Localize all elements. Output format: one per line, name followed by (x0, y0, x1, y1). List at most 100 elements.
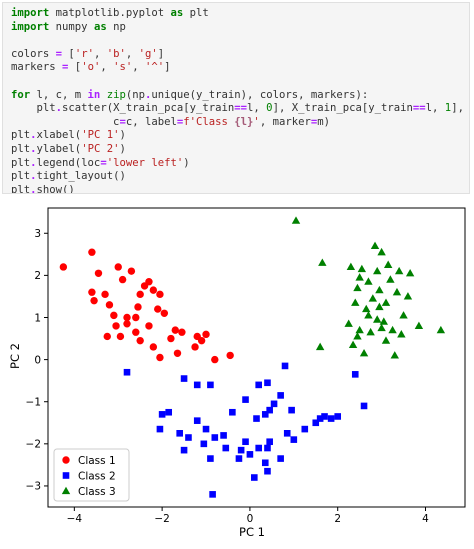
code-token: = (176, 115, 184, 128)
legend: Class 1 Class 2 Class 3 (53, 448, 130, 502)
code-token: in (87, 88, 101, 101)
legend-label: Class 3 (78, 486, 116, 498)
data-point (158, 411, 166, 418)
code-line (11, 75, 461, 89)
data-point (110, 311, 118, 320)
data-point (165, 408, 173, 416)
data-point (283, 430, 291, 437)
data-point (209, 491, 216, 498)
code-token: np (106, 20, 126, 33)
series-class-3 (291, 216, 446, 359)
data-point (291, 216, 301, 224)
data-point (373, 315, 382, 323)
data-point (127, 267, 136, 275)
code-token: ' (253, 115, 260, 128)
legend-marker (62, 456, 70, 464)
data-point (264, 379, 271, 387)
data-point (211, 434, 219, 441)
legend-box (53, 448, 130, 502)
data-point (373, 266, 382, 275)
data-point (264, 444, 271, 452)
y-axis-label: PC 2 (8, 343, 22, 369)
data-point (364, 277, 373, 285)
data-point (180, 375, 188, 382)
code-token: for (11, 88, 31, 101)
data-point (242, 396, 249, 403)
y-tick-label: 1 (34, 312, 41, 324)
code-cell[interactable]: import matplotlib.pyplot as plt import nu… (2, 2, 470, 194)
data-point (149, 286, 158, 294)
code-token: 'r' (74, 47, 94, 60)
data-point (270, 400, 278, 408)
x-tick-label: 2 (334, 513, 341, 525)
code-token: show() (36, 183, 75, 194)
data-point (277, 455, 284, 462)
data-point (399, 311, 408, 319)
data-point (353, 283, 362, 292)
code-token: 'o' (81, 61, 101, 74)
data-point (149, 343, 158, 351)
code-line: plt.ylabel('PC 2') (11, 143, 461, 157)
data-point (281, 362, 289, 370)
data-point (101, 290, 109, 299)
data-point (176, 430, 183, 437)
code-line: c=c, label=f'Class {l}', marker=m) (11, 116, 461, 130)
y-tick-label: −1 (26, 397, 41, 409)
data-point (364, 311, 373, 319)
data-point (351, 371, 359, 378)
code-token: [ (62, 47, 75, 60)
data-point (220, 432, 227, 439)
code-token: 'b' (106, 47, 126, 60)
code-token: . (55, 102, 63, 115)
code-editor[interactable]: import matplotlib.pyplot as plt import nu… (11, 7, 464, 194)
code-token: m) (317, 115, 330, 128)
legend-marker (61, 486, 71, 495)
plot-frame (47, 207, 466, 508)
data-point (359, 348, 369, 357)
code-token: 'lower left' (106, 156, 184, 169)
data-point (171, 326, 179, 334)
data-point (353, 332, 362, 340)
code-token: ylabel( (36, 142, 82, 155)
data-point (185, 434, 192, 441)
code-token: import (11, 7, 50, 19)
data-point (344, 319, 353, 327)
data-point (90, 296, 98, 305)
code-token: f'Class (183, 115, 235, 128)
code-token: l, c, m (30, 88, 88, 101)
code-line: import numpy as np (11, 21, 461, 35)
code-token: l, (425, 102, 445, 115)
data-point (193, 381, 201, 389)
code-token: ) (119, 129, 126, 142)
code-token: {l} (234, 115, 254, 128)
code-token: tight_layout() (36, 170, 126, 183)
code-token: (X_train_pca[y_train (106, 102, 235, 115)
data-point (266, 406, 273, 414)
code-token: plt (11, 170, 31, 183)
data-point (202, 330, 210, 339)
code-token: ) (119, 142, 126, 155)
data-point (377, 323, 386, 332)
code-token: = (119, 115, 126, 128)
data-point (315, 342, 325, 351)
data-point (251, 474, 258, 481)
plot-output: −4 −2 0 2 4 −3 −2 −1 0 1 2 3 Class 1 Class 2 Class 3 … (0, 198, 474, 545)
data-point (207, 455, 214, 462)
code-token: 'g' (138, 47, 158, 60)
data-point (362, 304, 371, 313)
series-class-1 (59, 248, 234, 364)
data-point (375, 302, 384, 311)
data-point (266, 438, 273, 446)
data-point (193, 417, 201, 424)
data-point (357, 264, 367, 273)
code-token: ], X_train_pca[y_train (272, 102, 413, 115)
data-point (136, 290, 144, 299)
data-point (156, 425, 164, 433)
data-point (351, 298, 360, 306)
y-tick-label: 2 (34, 270, 41, 282)
data-point (290, 436, 298, 443)
code-token: plt (11, 183, 31, 194)
code-token: c, label (125, 115, 177, 128)
data-point (377, 247, 386, 256)
y-tick-label: 3 (34, 228, 41, 240)
